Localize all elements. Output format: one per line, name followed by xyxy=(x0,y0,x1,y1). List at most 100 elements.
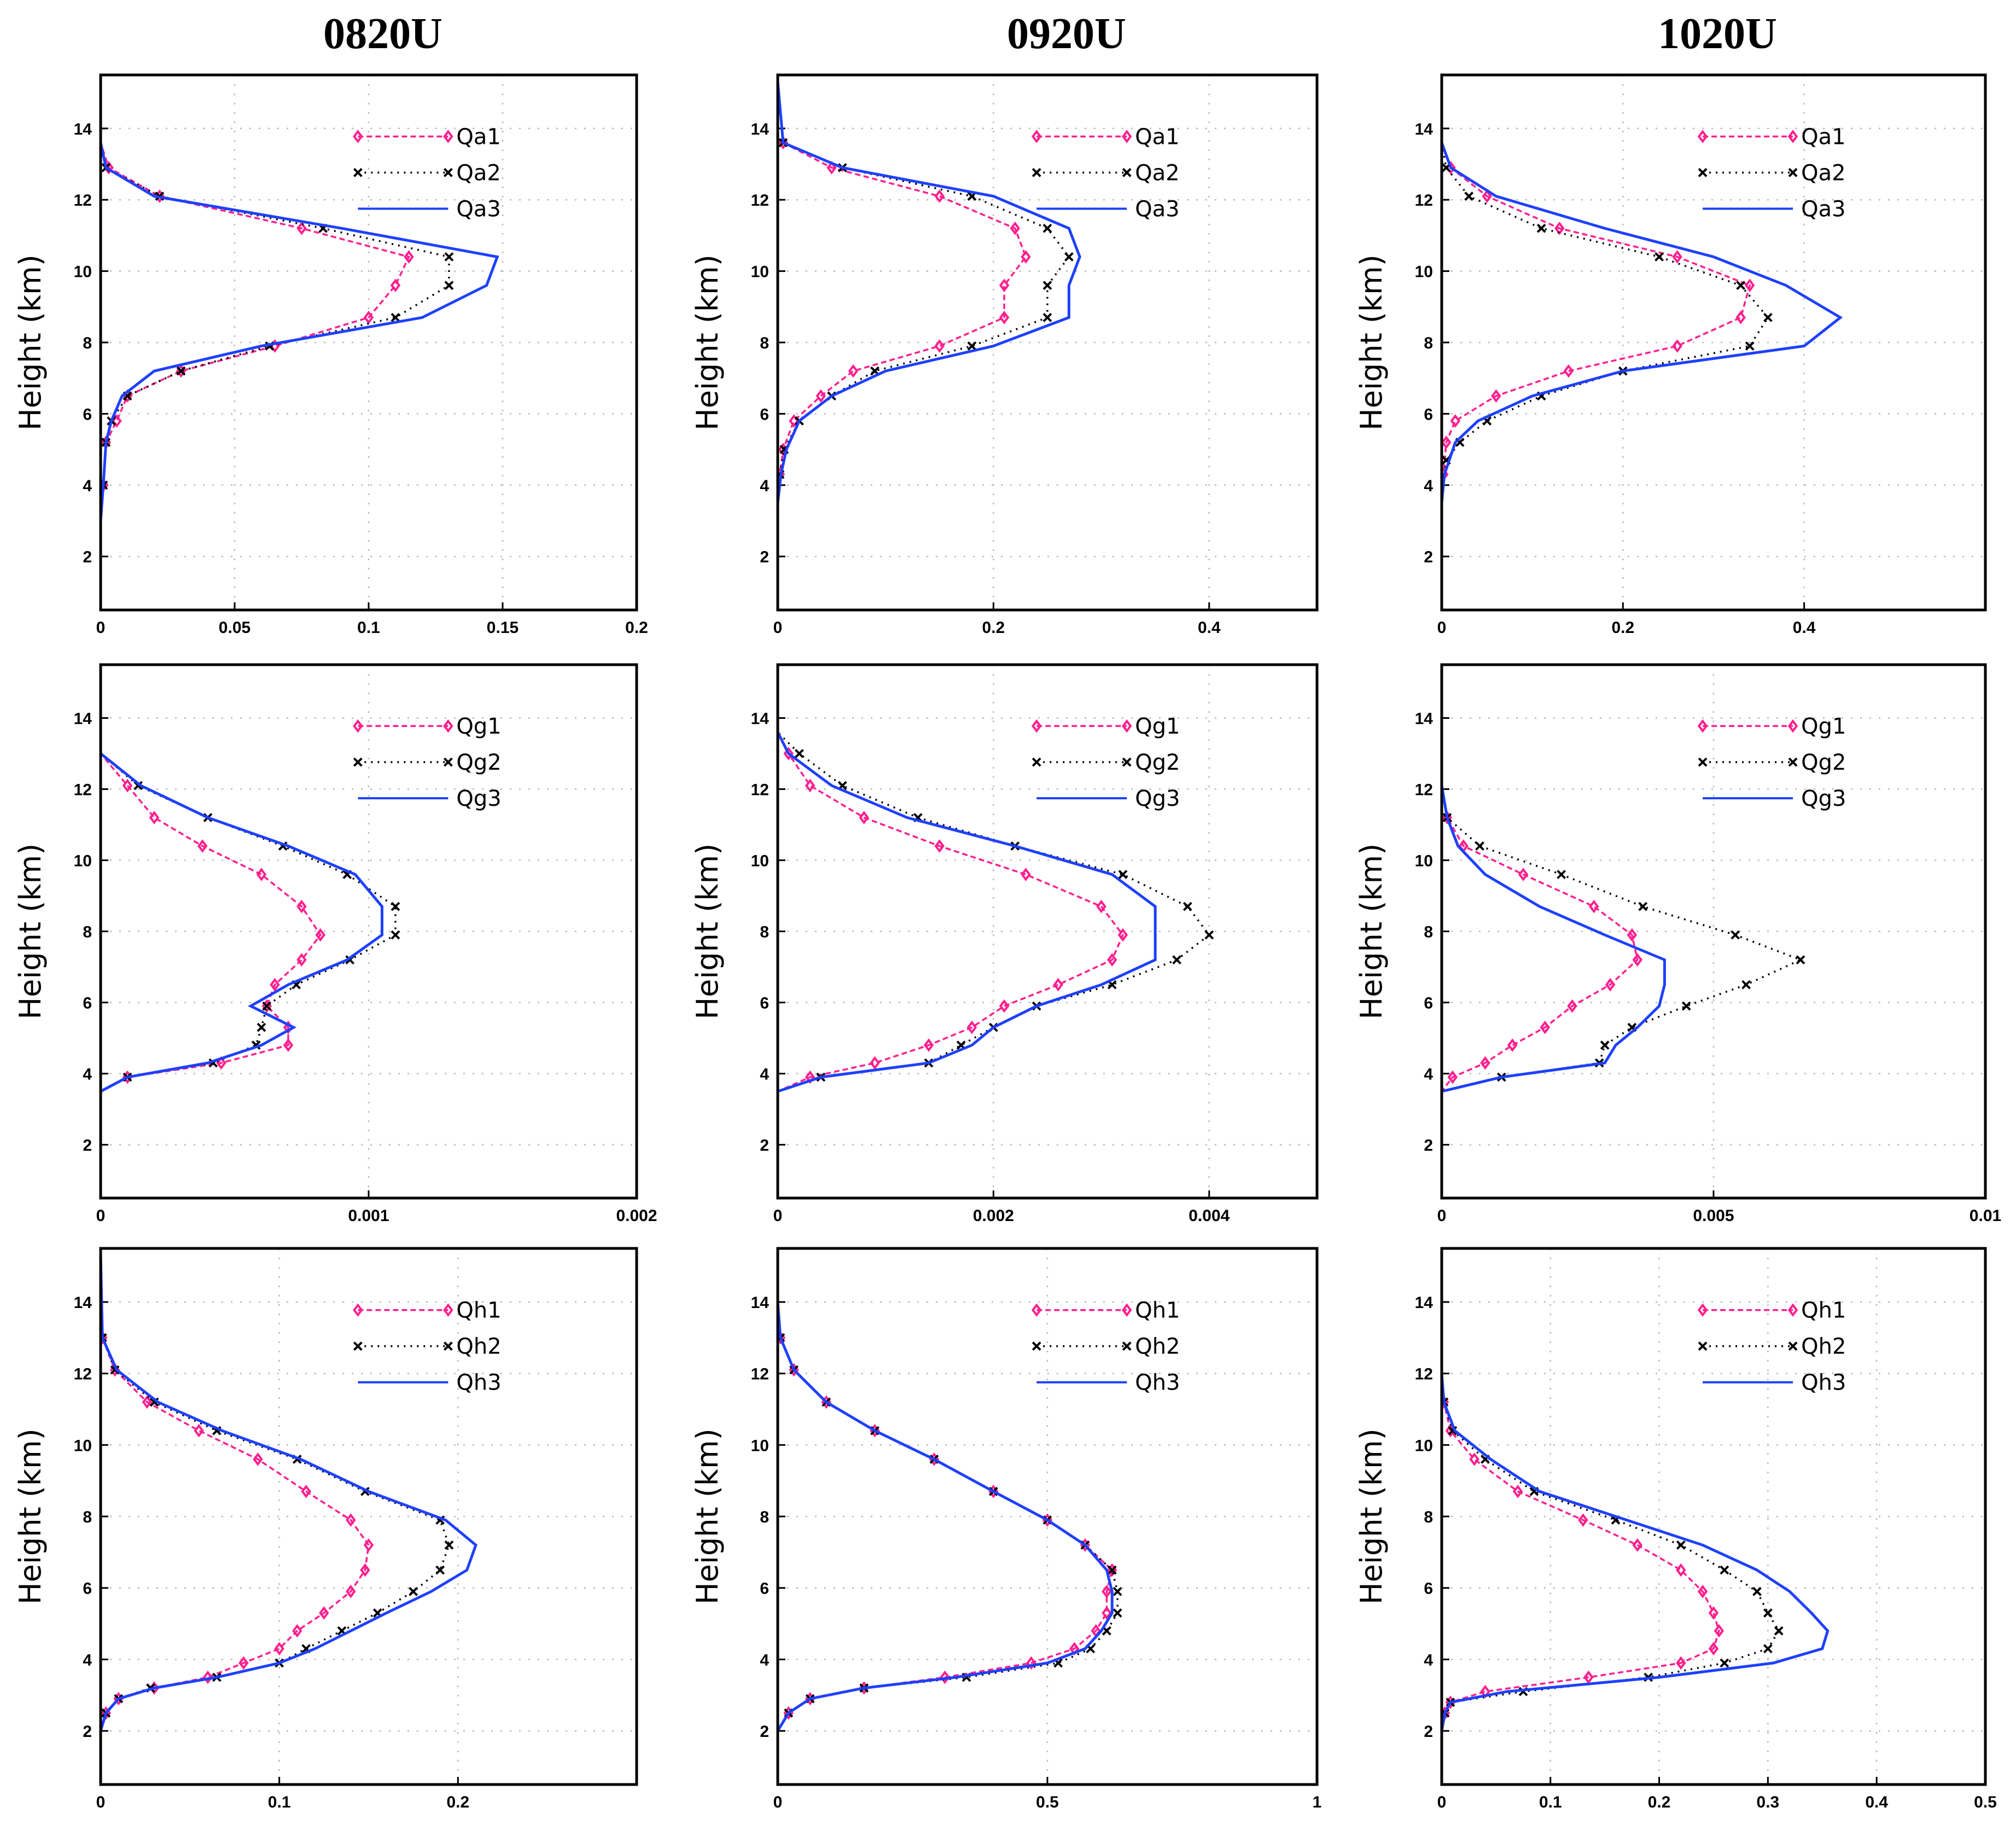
y-tick-label: 6 xyxy=(1424,405,1433,423)
data-point-Qg1 xyxy=(216,1056,226,1070)
data-point-Qh1 xyxy=(1102,1584,1112,1599)
legend-label-Qa1: Qa1 xyxy=(456,124,500,149)
y-tick-label: 14 xyxy=(74,710,92,728)
data-point-Qh1 xyxy=(363,1538,374,1552)
legend-label-Qa2: Qa2 xyxy=(1135,160,1179,185)
data-point-Qg1 xyxy=(149,811,160,824)
data-point-Qa1 xyxy=(404,250,414,264)
data-point-Qa1 xyxy=(934,339,945,353)
legend-label-Qh3: Qh3 xyxy=(1801,1370,1846,1396)
data-point-Qg1 xyxy=(1096,899,1106,914)
data-point-Qh2 xyxy=(409,1586,418,1596)
data-point-Qg1 xyxy=(859,811,870,824)
data-point-Qg1 xyxy=(999,999,1010,1013)
y-tick-label: 10 xyxy=(1415,1437,1433,1455)
data-point-Qg1 xyxy=(296,953,307,967)
data-point-Qa2 xyxy=(1745,341,1755,351)
data-point-Qg1 xyxy=(296,899,307,914)
y-tick-label: 4 xyxy=(83,1066,92,1084)
data-point-Qa2 xyxy=(1042,312,1052,322)
series-line-Qh2 xyxy=(1442,1256,1780,1767)
data-point-Qg2 xyxy=(1118,870,1128,879)
chart-panel-9: 2 4 6 8 10 12 14 0 0.1 0.2 0.3 0.4 0.5 Height (km) Qh1… xyxy=(1354,1247,1997,1811)
data-point-Qg1 xyxy=(783,747,794,760)
chart-panel-8: 2 4 6 8 10 12 14 0 0.5 1 Height (km) Qh1 Qh2 Qh3 xyxy=(690,1247,1321,1811)
x-tick-label: 0.2 xyxy=(446,1793,469,1811)
legend-marker-Qh1 xyxy=(443,1303,453,1317)
data-point-Qa2 xyxy=(1763,312,1773,322)
y-tick-label: 2 xyxy=(1424,1137,1433,1155)
legend-label-Qa3: Qa3 xyxy=(1135,196,1179,222)
y-axis-title: Height (km) xyxy=(13,1428,48,1605)
data-point-Qh1 xyxy=(346,1513,356,1527)
data-point-Qg2 xyxy=(795,749,804,758)
data-point-Qh1 xyxy=(194,1423,204,1438)
data-point-Qa1 xyxy=(1672,339,1682,353)
x-tick-label: 0.2 xyxy=(1611,619,1634,637)
legend-marker-Qh1 xyxy=(1122,1303,1132,1317)
data-point-Qg1 xyxy=(1518,868,1529,881)
x-tick-label: 0.01 xyxy=(1970,1207,2001,1225)
data-point-Qg1 xyxy=(1605,978,1616,992)
x-tick-label: 0 xyxy=(773,619,783,637)
legend-marker-Qa2 xyxy=(353,168,363,177)
y-tick-label: 12 xyxy=(751,1365,769,1384)
data-point-Qa1 xyxy=(1010,222,1021,235)
data-point-Qg1 xyxy=(1447,1070,1458,1084)
y-tick-label: 2 xyxy=(1424,548,1433,566)
data-point-Qh1 xyxy=(1026,1656,1036,1670)
series-line-Qh3 xyxy=(1442,1256,1829,1767)
series-line-Qg2 xyxy=(101,672,397,1181)
y-tick-label: 12 xyxy=(74,1365,92,1384)
series-group xyxy=(778,672,1214,1181)
data-point-Qg1 xyxy=(1507,1038,1518,1052)
data-point-Qg1 xyxy=(1117,928,1128,942)
y-axis-title: Height (km) xyxy=(1354,1428,1389,1605)
legend-marker-Qh2 xyxy=(443,1341,453,1351)
legend-marker-Qg1 xyxy=(1787,719,1798,733)
y-tick-label: 2 xyxy=(760,1723,769,1741)
series-group xyxy=(1442,1256,1829,1767)
y-tick-label: 8 xyxy=(760,923,769,941)
legend-label-Qh3: Qh3 xyxy=(456,1370,501,1396)
y-tick-label: 12 xyxy=(751,191,769,210)
y-tick-label: 10 xyxy=(751,263,769,281)
chart-panel-6: 2 4 6 8 10 12 14 0 0.005 0.01 Height (km) Qg1 Qg2 Qg3 xyxy=(1354,663,2001,1225)
data-point-Qa1 xyxy=(999,311,1010,324)
data-point-Qa1 xyxy=(934,189,945,204)
data-point-Qa1 xyxy=(815,389,826,403)
legend-marker-Qg2 xyxy=(443,757,453,767)
data-point-Qa1 xyxy=(1554,222,1565,235)
data-point-Qa2 xyxy=(967,341,977,351)
y-tick-label: 10 xyxy=(1415,263,1433,281)
data-point-Qh1 xyxy=(1512,1484,1523,1498)
legend-marker-Qh2 xyxy=(1788,1341,1798,1351)
data-point-Qh1 xyxy=(301,1484,311,1498)
legend-label-Qg3: Qg3 xyxy=(1801,786,1846,811)
data-point-Qg1 xyxy=(122,778,133,793)
y-tick-label: 2 xyxy=(83,1137,92,1155)
data-point-Qa1 xyxy=(1735,311,1746,324)
data-point-Qa2 xyxy=(444,252,454,261)
y-tick-label: 10 xyxy=(74,852,92,870)
data-point-Qh2 xyxy=(1112,1586,1122,1596)
legend-label-Qh1: Qh1 xyxy=(456,1298,501,1323)
x-tick-label: 0 xyxy=(773,1207,783,1225)
legend-marker-Qa2 xyxy=(443,168,453,177)
legend-marker-Qh2 xyxy=(1032,1341,1041,1351)
series-line-Qa1 xyxy=(101,82,410,592)
legend-marker-Qa1 xyxy=(1697,130,1708,143)
data-point-Qg2 xyxy=(1681,1001,1691,1011)
data-point-Qa1 xyxy=(296,222,307,235)
data-point-Qg2 xyxy=(1600,1041,1610,1050)
series-line-Qa3 xyxy=(1442,82,1843,592)
data-point-Qh2 xyxy=(149,1397,159,1407)
data-point-Qh2 xyxy=(1720,1565,1729,1575)
data-point-Qh2 xyxy=(1107,1565,1117,1575)
series-line-Qh3 xyxy=(778,1256,1114,1767)
legend-label-Qh1: Qh1 xyxy=(1135,1298,1180,1323)
legend-label-Qa2: Qa2 xyxy=(1801,160,1845,185)
y-tick-label: 14 xyxy=(1415,710,1434,728)
y-tick-label: 14 xyxy=(751,120,770,138)
